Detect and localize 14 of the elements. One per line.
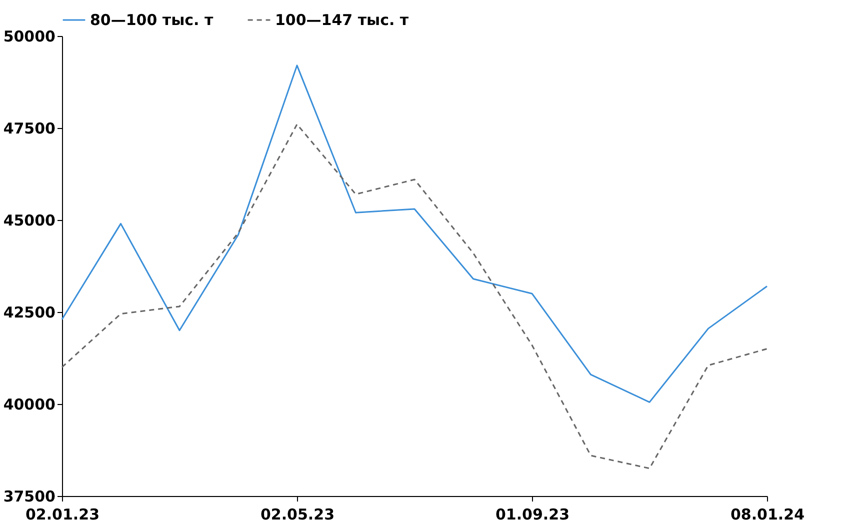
x-tick-label: 08.01.24 — [730, 506, 805, 524]
y-tick-label: 45000 — [3, 212, 56, 230]
x-tick-label: 01.09.23 — [495, 506, 570, 524]
y-tick-label: 37500 — [3, 488, 56, 506]
y-tick-label: 40000 — [3, 396, 56, 414]
line-series — [61, 124, 768, 470]
y-tick-label: 47500 — [3, 120, 56, 138]
legend-label: 80—100 тыс. т — [90, 11, 214, 29]
y-tick-label: 50000 — [3, 28, 56, 46]
y-tick-label: 42500 — [3, 304, 56, 322]
legend-label: 100—147 тыс. т — [275, 11, 409, 29]
line-series — [61, 64, 768, 403]
x-tick-label: 02.05.23 — [260, 506, 335, 524]
x-tick-label: 02.01.23 — [25, 506, 100, 524]
